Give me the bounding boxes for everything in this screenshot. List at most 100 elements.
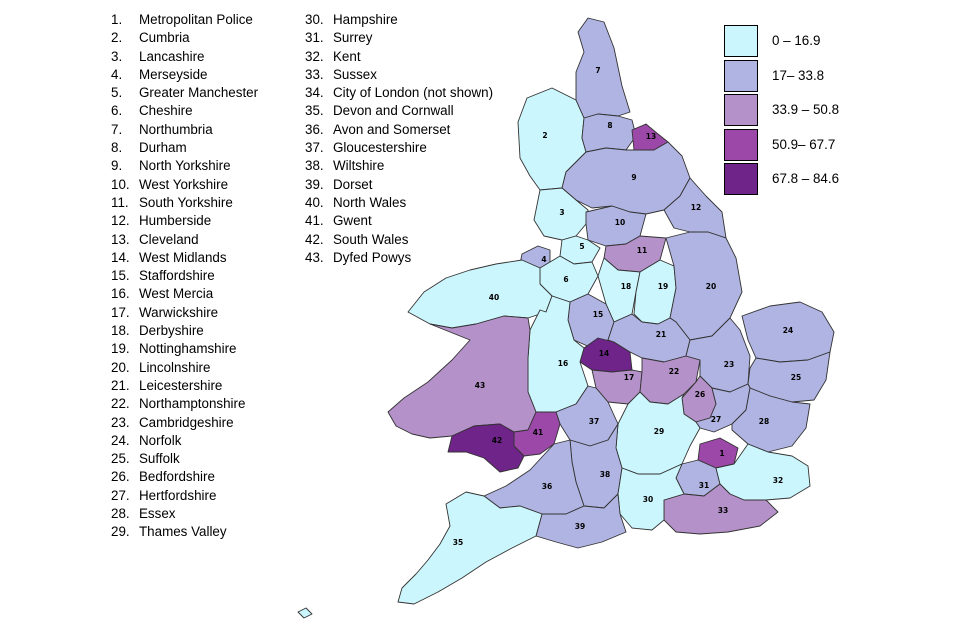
legend-swatch <box>724 94 758 126</box>
area-label-40: 40 <box>489 293 499 302</box>
area-label-32: 32 <box>773 476 783 485</box>
area-label-13: 13 <box>646 132 656 141</box>
area-label-37: 37 <box>589 417 599 426</box>
area-label-22: 22 <box>669 367 679 376</box>
force-number: 33. <box>305 66 324 82</box>
force-number: 29. <box>111 524 130 540</box>
force-name: Leicestershire <box>139 377 223 393</box>
force-number: 39. <box>305 176 324 192</box>
force-name: Greater Manchester <box>139 85 259 101</box>
area-label-26: 26 <box>695 390 705 399</box>
area-label-39: 39 <box>575 522 585 531</box>
force-number: 19. <box>111 341 130 357</box>
area-label-41: 41 <box>533 428 543 437</box>
force-number: 25. <box>111 451 130 467</box>
force-number: 15. <box>111 268 130 284</box>
force-name: Surrey <box>333 30 373 46</box>
area-label-17: 17 <box>624 373 634 382</box>
area-label-25: 25 <box>791 373 801 382</box>
area-label-30: 30 <box>643 495 653 504</box>
force-name: Hampshire <box>333 12 398 27</box>
force-name: Avon and Somerset <box>333 121 451 137</box>
area-label-35: 35 <box>453 538 463 547</box>
force-number: 34. <box>305 85 324 101</box>
force-name: Northumbria <box>139 121 213 137</box>
force-name: Cheshire <box>139 103 193 119</box>
area-label-5: 5 <box>579 242 584 251</box>
legend-label: 17– 33.8 <box>772 67 825 83</box>
force-name: Norfolk <box>139 432 182 448</box>
force-name: Thames Valley <box>139 524 227 540</box>
force-number: 17. <box>111 304 130 320</box>
area-label-20: 20 <box>706 282 716 291</box>
area-label-23: 23 <box>724 360 734 369</box>
legend-label: 33.9 – 50.8 <box>772 102 840 117</box>
force-number: 4. <box>111 66 123 82</box>
region-north-wales <box>407 259 553 329</box>
force-name: Lancashire <box>139 48 205 64</box>
force-name: Dorset <box>333 176 373 192</box>
area-label-7: 7 <box>595 66 600 75</box>
force-number: 18. <box>111 323 130 339</box>
force-name: Essex <box>139 506 176 522</box>
region-durham <box>581 113 637 153</box>
force-number: 32. <box>305 48 324 64</box>
area-label-15: 15 <box>593 310 603 319</box>
area-label-27: 27 <box>711 415 721 424</box>
region-sussex <box>663 483 779 535</box>
area-label-10: 10 <box>615 218 625 227</box>
force-name: Humberside <box>139 213 212 229</box>
force-name: Lincolnshire <box>139 359 211 375</box>
force-number: 1. <box>111 12 123 27</box>
force-name: West Yorkshire <box>139 176 229 192</box>
area-label-38: 38 <box>600 470 610 479</box>
legend-swatch <box>724 25 758 57</box>
force-number: 36. <box>305 121 324 137</box>
force-number: 28. <box>111 506 130 522</box>
force-name: North Yorkshire <box>139 158 231 174</box>
area-label-21: 21 <box>656 330 666 339</box>
region-dyfed-powys <box>387 315 537 439</box>
force-name: Derbyshire <box>139 323 204 339</box>
force-number: 22. <box>111 396 130 412</box>
area-label-19: 19 <box>658 282 668 291</box>
force-number: 5. <box>111 85 123 101</box>
force-name: Metropolitan Police <box>139 12 253 27</box>
force-number: 14. <box>111 249 130 265</box>
area-label-29: 29 <box>654 427 664 436</box>
force-name: Warwickshire <box>139 304 219 320</box>
force-number: 42. <box>305 231 324 247</box>
force-name: Dyfed Powys <box>333 249 412 265</box>
force-number: 27. <box>111 487 130 503</box>
force-name: Merseyside <box>139 66 208 82</box>
force-name: West Mercia <box>139 286 214 302</box>
area-label-2: 2 <box>542 131 547 140</box>
region-dorset <box>535 493 627 549</box>
force-number: 11. <box>111 194 129 210</box>
region-lancashire <box>533 187 589 241</box>
force-name: Hertfordshire <box>139 487 217 503</box>
force-name: Staffordshire <box>139 268 215 284</box>
force-number: 13. <box>111 231 130 247</box>
area-label-1: 1 <box>719 449 724 458</box>
region-northumbria <box>575 17 631 119</box>
force-number: 10. <box>111 176 130 192</box>
area-label-8: 8 <box>607 121 612 130</box>
force-number: 3. <box>111 48 123 64</box>
force-name: City of London (not shown) <box>333 85 494 101</box>
legend-label: 67.8 – 84.6 <box>772 171 840 186</box>
force-name: West Midlands <box>139 249 227 265</box>
force-number: 9. <box>111 158 123 174</box>
force-number: 6. <box>111 103 123 119</box>
region-humberside <box>663 177 727 239</box>
force-number: 23. <box>111 414 130 430</box>
force-name: Sussex <box>333 66 377 82</box>
area-label-9: 9 <box>631 173 636 182</box>
force-name: Nottinghamshire <box>139 341 237 357</box>
area-label-14: 14 <box>599 349 609 358</box>
force-name: Durham <box>139 140 187 156</box>
region-devon-cornwall <box>397 491 543 605</box>
force-number: 38. <box>305 158 324 174</box>
force-number: 30. <box>305 12 324 27</box>
